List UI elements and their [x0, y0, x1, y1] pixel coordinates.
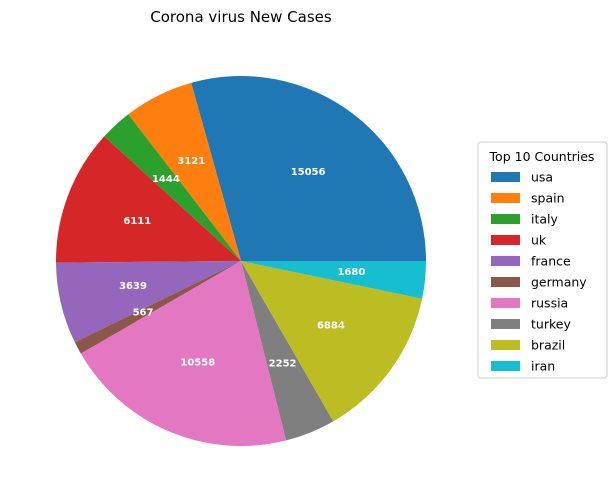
pie-slice-uk	[56, 136, 241, 263]
slice-value-label-russia: 10558	[180, 358, 215, 369]
legend-swatch-italy	[491, 214, 520, 224]
legend-swatch-turkey	[491, 319, 520, 329]
legend-label-brazil: brazil	[531, 338, 565, 353]
pie-slice-france	[56, 261, 242, 343]
legend-swatch-iran	[491, 361, 520, 371]
legend-label-iran: iran	[531, 359, 555, 374]
pie-slice-usa	[191, 75, 426, 261]
slice-value-label-spain: 3121	[177, 156, 205, 167]
legend-swatch-spain	[491, 193, 520, 203]
legend-title: Top 10 Countries	[489, 149, 595, 164]
slice-value-label-france: 3639	[119, 281, 147, 292]
slice-value-label-turkey: 2252	[269, 358, 297, 369]
chart-title: Corona virus New Cases	[150, 8, 332, 26]
pie-slice-turkey	[241, 261, 334, 441]
legend-label-spain: spain	[531, 191, 565, 206]
legend-label-uk: uk	[531, 233, 547, 248]
slice-value-label-iran: 1680	[337, 267, 365, 278]
slice-value-label-italy: 1444	[152, 174, 180, 185]
pie-slice-germany	[74, 261, 241, 354]
pie-slice-spain	[128, 82, 241, 261]
legend-label-germany: germany	[531, 275, 587, 290]
pie-slice-italy	[104, 114, 241, 261]
legend-items: usa spain italy uk france germany russia turkey…	[491, 170, 587, 374]
slice-value-label-brazil: 6884	[317, 321, 345, 332]
pie-slice-russia	[80, 261, 287, 446]
legend-label-usa: usa	[531, 170, 553, 185]
legend-label-france: france	[531, 254, 571, 269]
legend-swatch-russia	[491, 298, 520, 308]
legend: Top 10 Countries usa spain italy uk france ge…	[477, 141, 608, 379]
slice-labels: 15056 3121 1444 6111 3639 567 10558 2252 6884 168…	[119, 156, 365, 369]
legend-swatch-usa	[491, 172, 520, 182]
pie-slice-iran	[241, 261, 426, 299]
legend-swatch-uk	[491, 235, 520, 245]
legend-swatch-france	[491, 256, 520, 266]
slice-value-label-usa: 15056	[291, 167, 326, 178]
slice-value-label-uk: 6111	[123, 216, 151, 227]
pie-slice-brazil	[241, 261, 423, 422]
legend-swatch-germany	[491, 277, 520, 287]
legend-label-turkey: turkey	[531, 317, 571, 332]
legend-label-italy: italy	[531, 212, 559, 227]
pie-slices	[56, 75, 426, 446]
slice-value-label-germany: 567	[133, 308, 154, 319]
legend-swatch-brazil	[491, 340, 520, 350]
legend-label-russia: russia	[531, 296, 568, 311]
